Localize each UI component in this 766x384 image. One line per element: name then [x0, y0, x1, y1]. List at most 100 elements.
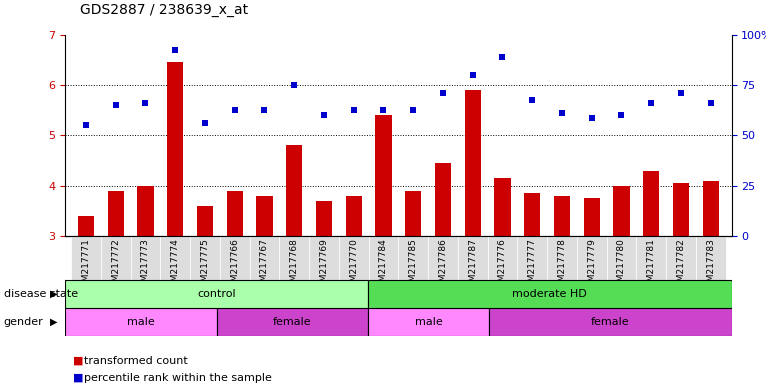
Bar [316, 201, 332, 236]
Text: GSM217773: GSM217773 [141, 238, 150, 293]
Text: GSM217775: GSM217775 [201, 238, 209, 293]
FancyBboxPatch shape [220, 236, 250, 280]
Text: GSM217766: GSM217766 [231, 238, 239, 293]
Point [466, 72, 479, 78]
Point [615, 112, 627, 118]
Bar [286, 146, 303, 236]
Text: ■: ■ [73, 373, 83, 383]
Text: GSM217779: GSM217779 [588, 238, 596, 293]
Text: female: female [273, 317, 312, 327]
FancyBboxPatch shape [489, 308, 732, 336]
FancyBboxPatch shape [368, 280, 732, 308]
Point [80, 122, 92, 128]
Bar [673, 183, 689, 236]
Bar [702, 181, 719, 236]
FancyBboxPatch shape [101, 236, 130, 280]
Bar [554, 196, 570, 236]
Point [288, 82, 300, 88]
FancyBboxPatch shape [309, 236, 339, 280]
Text: percentile rank within the sample: percentile rank within the sample [84, 373, 272, 383]
Point [556, 109, 568, 116]
Bar [107, 191, 124, 236]
FancyBboxPatch shape [458, 236, 488, 280]
Point [675, 89, 687, 96]
Bar [584, 199, 600, 236]
Point [318, 112, 330, 118]
Text: GSM217769: GSM217769 [319, 238, 329, 293]
Text: female: female [591, 317, 630, 327]
Bar [167, 62, 183, 236]
Text: transformed count: transformed count [84, 356, 188, 366]
Point [258, 107, 270, 113]
Text: control: control [198, 289, 236, 299]
FancyBboxPatch shape [547, 236, 577, 280]
Point [437, 89, 449, 96]
Text: GSM217780: GSM217780 [617, 238, 626, 293]
FancyBboxPatch shape [280, 236, 309, 280]
Bar [375, 115, 391, 236]
Text: GSM217785: GSM217785 [409, 238, 417, 293]
Point [378, 107, 390, 113]
FancyBboxPatch shape [368, 308, 489, 336]
Text: GSM217772: GSM217772 [111, 238, 120, 293]
Bar [227, 191, 243, 236]
Bar [78, 216, 94, 236]
Text: GSM217768: GSM217768 [290, 238, 299, 293]
FancyBboxPatch shape [398, 236, 428, 280]
Text: GSM217770: GSM217770 [349, 238, 358, 293]
Text: GSM217782: GSM217782 [676, 238, 686, 293]
FancyBboxPatch shape [368, 236, 398, 280]
Bar [643, 170, 660, 236]
Text: GDS2887 / 238639_x_at: GDS2887 / 238639_x_at [80, 3, 248, 17]
Text: GSM217778: GSM217778 [558, 238, 566, 293]
FancyBboxPatch shape [517, 236, 547, 280]
Text: GSM217771: GSM217771 [81, 238, 90, 293]
FancyBboxPatch shape [696, 236, 725, 280]
FancyBboxPatch shape [71, 236, 101, 280]
FancyBboxPatch shape [637, 236, 666, 280]
Point [585, 115, 597, 121]
FancyBboxPatch shape [250, 236, 280, 280]
Text: GSM217784: GSM217784 [379, 238, 388, 293]
Point [139, 99, 152, 106]
Bar [197, 206, 213, 236]
Point [645, 99, 657, 106]
Text: GSM217781: GSM217781 [647, 238, 656, 293]
Text: male: male [414, 317, 443, 327]
Text: GSM217787: GSM217787 [468, 238, 477, 293]
Point [526, 97, 538, 103]
Text: GSM217776: GSM217776 [498, 238, 507, 293]
FancyBboxPatch shape [488, 236, 517, 280]
Point [110, 102, 122, 108]
Bar [494, 178, 511, 236]
Point [169, 46, 182, 53]
Bar [137, 186, 154, 236]
Point [705, 99, 717, 106]
Bar [435, 163, 451, 236]
Point [496, 54, 509, 60]
FancyBboxPatch shape [217, 308, 368, 336]
FancyBboxPatch shape [65, 308, 217, 336]
Text: ▶: ▶ [50, 289, 57, 299]
FancyBboxPatch shape [666, 236, 696, 280]
Text: GSM217777: GSM217777 [528, 238, 537, 293]
Point [348, 107, 360, 113]
Text: GSM217786: GSM217786 [438, 238, 447, 293]
Bar [405, 191, 421, 236]
Text: moderate HD: moderate HD [512, 289, 588, 299]
Bar [524, 193, 540, 236]
Point [199, 120, 211, 126]
Point [407, 107, 419, 113]
FancyBboxPatch shape [190, 236, 220, 280]
Text: GSM217767: GSM217767 [260, 238, 269, 293]
FancyBboxPatch shape [160, 236, 190, 280]
Bar [345, 196, 362, 236]
FancyBboxPatch shape [339, 236, 368, 280]
Bar [614, 186, 630, 236]
Text: ▶: ▶ [50, 317, 57, 327]
FancyBboxPatch shape [577, 236, 607, 280]
FancyBboxPatch shape [130, 236, 160, 280]
Bar [257, 196, 273, 236]
FancyBboxPatch shape [65, 280, 368, 308]
Text: male: male [127, 317, 155, 327]
